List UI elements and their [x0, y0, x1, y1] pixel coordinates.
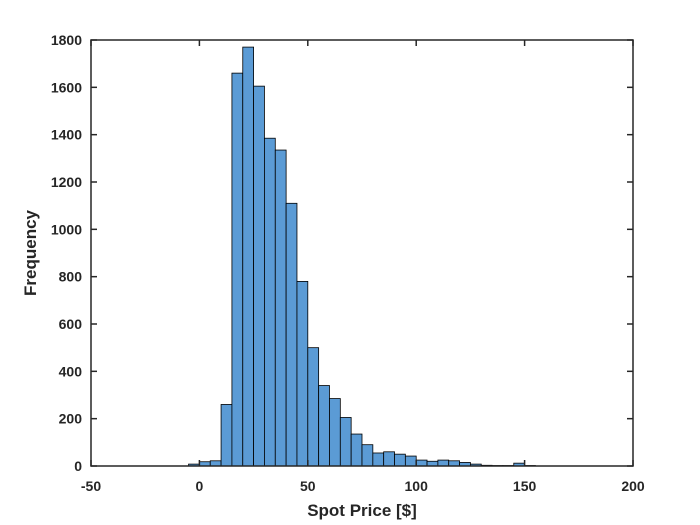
- y-tick-label: 400: [59, 363, 83, 379]
- histogram-bar: [285, 202, 298, 467]
- histogram-bar: [372, 452, 385, 467]
- y-tick-labels: 0 200 400 600 800 1000 1200 1400 1600 1800: [51, 32, 82, 474]
- histogram-bar: [242, 46, 254, 467]
- histogram-bar: [339, 417, 352, 467]
- histogram-bar: [307, 347, 320, 467]
- histogram-bar: [415, 459, 428, 467]
- y-tick-label: 1600: [51, 79, 82, 95]
- histogram-bar: [350, 433, 363, 467]
- x-tick-label: -50: [81, 478, 101, 494]
- y-tick-label: 1400: [51, 127, 82, 143]
- y-tick-label: 0: [74, 458, 82, 474]
- x-tick-labels: -50 0 50 100 150 200: [81, 478, 645, 494]
- histogram-bar: [264, 137, 276, 467]
- histogram-bar: [220, 404, 233, 467]
- x-tick-label: 200: [621, 478, 645, 494]
- histogram-bar: [253, 85, 265, 467]
- x-tick-label: 0: [196, 478, 204, 494]
- y-tick-label: 600: [59, 316, 83, 332]
- x-tick-label: 150: [513, 478, 537, 494]
- y-axis-title: Frequency: [21, 209, 40, 296]
- histogram-bar: [318, 385, 330, 467]
- y-tick-label: 1800: [51, 32, 82, 48]
- y-tick-label: 1200: [51, 174, 82, 190]
- y-tick-label: 800: [59, 269, 83, 285]
- histogram-bar: [329, 398, 341, 467]
- bars-group: [188, 46, 536, 467]
- y-tick-label: 1000: [51, 221, 82, 237]
- histogram-bar: [296, 280, 309, 467]
- x-tick-label: 100: [405, 478, 429, 494]
- histogram-bar: [383, 451, 395, 467]
- histogram-bar: [274, 149, 287, 467]
- histogram-bar: [448, 460, 460, 467]
- histogram-bar: [361, 444, 374, 467]
- histogram-bar: [231, 72, 244, 467]
- histogram-bar: [209, 460, 222, 467]
- histogram-bar: [404, 455, 417, 467]
- histogram-bar: [394, 453, 406, 467]
- plot-frame: [90, 39, 634, 467]
- ticks-group: [90, 39, 634, 467]
- histogram-bar: [437, 459, 450, 467]
- y-tick-label: 200: [59, 411, 83, 427]
- x-axis-title: Spot Price [$]: [307, 501, 417, 520]
- x-tick-label: 50: [300, 478, 316, 494]
